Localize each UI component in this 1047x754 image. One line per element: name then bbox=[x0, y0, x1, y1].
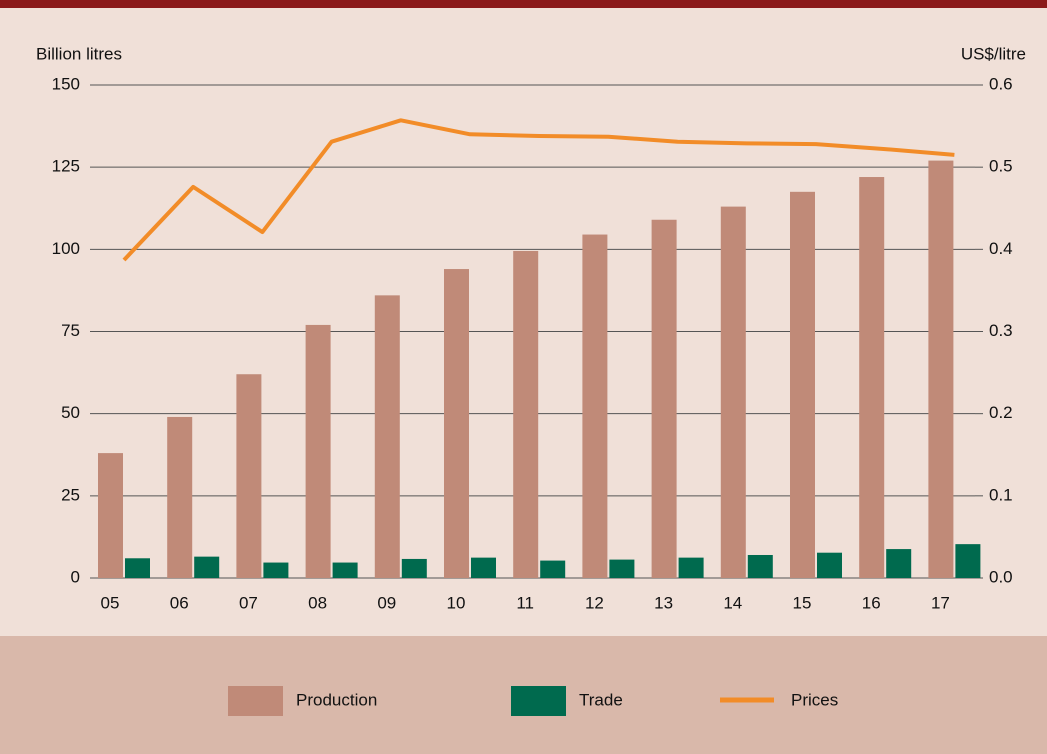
bar bbox=[817, 552, 842, 578]
y-tick-label: 125 bbox=[52, 157, 80, 176]
bar bbox=[720, 206, 746, 578]
x-tick-label: 16 bbox=[862, 593, 881, 612]
y-tick-label: 0 bbox=[71, 567, 80, 586]
x-tick-label: 11 bbox=[516, 593, 534, 612]
y-axis-label: Billion litres bbox=[36, 44, 122, 63]
x-tick-label: 09 bbox=[377, 593, 396, 612]
x-tick-label: 13 bbox=[654, 593, 673, 612]
x-tick-label: 17 bbox=[931, 593, 950, 612]
bar bbox=[444, 269, 469, 578]
legend-label: Production bbox=[296, 690, 377, 709]
y2-tick-label: 0.5 bbox=[989, 157, 1013, 176]
bar bbox=[928, 160, 954, 579]
bar bbox=[678, 557, 704, 578]
bar bbox=[651, 219, 677, 578]
x-tick-label: 14 bbox=[723, 593, 742, 612]
bar bbox=[471, 557, 496, 578]
y-tick-label: 75 bbox=[61, 321, 80, 340]
x-tick-label: 06 bbox=[170, 593, 189, 612]
bar bbox=[332, 562, 358, 578]
x-tick-label: 12 bbox=[585, 593, 604, 612]
y2-tick-label: 0.4 bbox=[989, 239, 1013, 258]
y2-tick-label: 0.6 bbox=[989, 74, 1013, 93]
bar bbox=[374, 295, 400, 578]
legend-label: Prices bbox=[791, 690, 838, 709]
bar bbox=[582, 234, 608, 578]
x-tick-label: 05 bbox=[101, 593, 120, 612]
top-band bbox=[0, 0, 1047, 8]
bar bbox=[263, 562, 289, 578]
y2-axis-label: US$/litre bbox=[961, 44, 1026, 63]
bar bbox=[125, 558, 150, 578]
bar bbox=[98, 453, 123, 578]
y-tick-label: 100 bbox=[52, 239, 80, 258]
bar bbox=[886, 549, 912, 578]
x-tick-label: 07 bbox=[239, 593, 258, 612]
legend-swatch bbox=[511, 686, 566, 716]
bar bbox=[609, 559, 635, 578]
y-tick-label: 25 bbox=[61, 485, 80, 504]
bar bbox=[540, 560, 566, 578]
bar bbox=[513, 250, 539, 578]
y2-tick-label: 0.1 bbox=[989, 485, 1013, 504]
x-tick-label: 15 bbox=[793, 593, 812, 612]
legend-swatch bbox=[228, 686, 283, 716]
legend-label: Trade bbox=[579, 690, 623, 709]
bar bbox=[955, 544, 981, 578]
bar bbox=[401, 558, 427, 578]
x-tick-label: 08 bbox=[308, 593, 327, 612]
bar bbox=[859, 177, 885, 578]
bar bbox=[194, 556, 220, 578]
y-tick-label: 50 bbox=[61, 403, 80, 422]
bar bbox=[236, 374, 262, 578]
x-tick-label: 10 bbox=[447, 593, 466, 612]
y-tick-label: 150 bbox=[52, 74, 80, 93]
bar bbox=[167, 416, 193, 578]
y2-tick-label: 0.0 bbox=[989, 567, 1013, 586]
price-line bbox=[122, 118, 955, 262]
bar bbox=[790, 191, 815, 579]
y2-tick-label: 0.3 bbox=[989, 321, 1013, 340]
bar bbox=[747, 554, 773, 578]
bar bbox=[305, 324, 331, 578]
y2-tick-label: 0.2 bbox=[989, 403, 1013, 422]
